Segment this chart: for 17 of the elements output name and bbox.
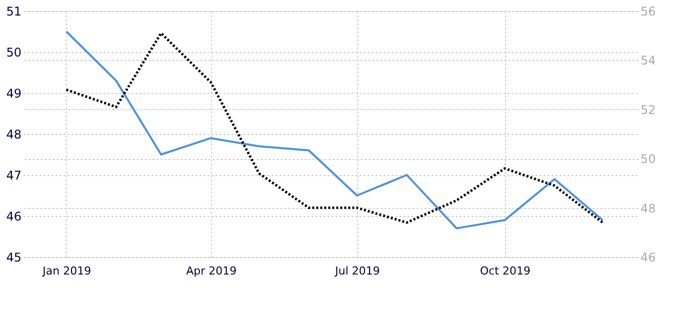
y-tick-label: 47 [6, 168, 22, 182]
y-tick-label: 48 [6, 128, 22, 142]
y-tick-label: 50 [6, 46, 22, 60]
y2-tick-label: 46 [640, 250, 656, 264]
y2-tick-label: 54 [640, 54, 656, 68]
x-tick-label: Jan 2019 [42, 264, 92, 278]
y2-tick-label: 52 [640, 102, 656, 117]
y-tick-label: 46 [6, 210, 22, 224]
x-tick-label: Apr 2019 [186, 264, 237, 278]
y2-tick-label: 56 [640, 4, 656, 18]
x-tick-label: Jul 2019 [334, 264, 380, 278]
y2-tick-label: 50 [640, 152, 656, 166]
y-tick-label: 49 [6, 86, 22, 100]
y-tick-label: 45 [6, 250, 22, 264]
y-tick-label: 51 [6, 4, 22, 18]
y2-tick-label: 48 [640, 201, 656, 216]
x-tick-label: Oct 2019 [480, 264, 530, 278]
